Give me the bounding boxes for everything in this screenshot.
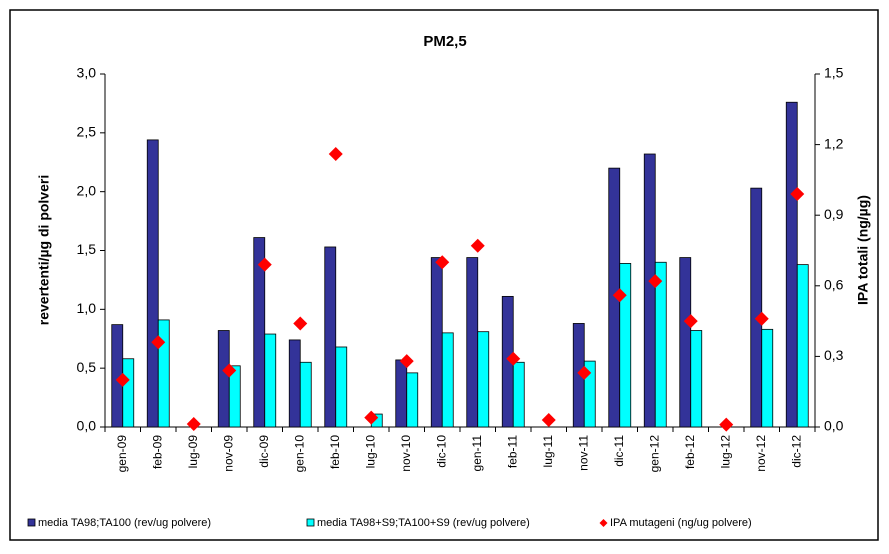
marker [364, 410, 379, 425]
x-tick-label: gen-12 [647, 435, 661, 473]
x-tick-label: dic-11 [612, 435, 626, 467]
marker [435, 255, 450, 270]
marker [506, 351, 521, 366]
bar [761, 328, 774, 428]
bar [619, 263, 632, 428]
marker [186, 416, 201, 431]
marker [115, 372, 130, 387]
x-tick-label: feb-09 [150, 435, 164, 469]
bar [441, 332, 454, 428]
bar [299, 361, 312, 428]
bar [796, 264, 809, 428]
x-tick-label: nov-11 [576, 435, 590, 471]
marker [399, 354, 414, 369]
x-tick-label: gen-11 [470, 435, 484, 472]
y2-axis-title: IPA totali (ng/µg) [855, 195, 871, 305]
x-tick-label: dic-10 [434, 435, 448, 468]
bar [122, 358, 135, 428]
marker [754, 311, 769, 326]
x-tick-label: lug-12 [718, 435, 732, 469]
x-tick-label: gen-09 [115, 435, 129, 473]
y2-tick-label: 1,5 [824, 65, 844, 81]
bar [750, 187, 763, 428]
bar [430, 257, 443, 428]
marker [719, 417, 734, 432]
y2-tick-label: 0,0 [824, 418, 844, 434]
y-tick-label: 0,0 [77, 418, 97, 434]
marker [222, 363, 237, 378]
bar [324, 246, 337, 428]
marker [577, 365, 592, 380]
x-tick-label: lug-10 [363, 435, 377, 469]
bar [654, 261, 667, 428]
marker [648, 274, 663, 289]
y2-tick-label: 1,2 [824, 135, 844, 151]
marker [257, 257, 272, 272]
marker [328, 147, 343, 162]
y-axis-title: revertenti/µg di polveri [36, 175, 52, 325]
bar [643, 153, 656, 428]
bar [690, 330, 703, 428]
bar [228, 365, 241, 428]
bar [477, 331, 490, 428]
x-tick-label: nov-12 [754, 435, 768, 472]
x-tick-label: nov-09 [221, 435, 235, 472]
bar [253, 237, 266, 428]
x-tick-label: feb-10 [328, 435, 342, 469]
x-tick-label: feb-12 [683, 435, 697, 469]
bar [335, 346, 348, 428]
legend-label: media TA98;TA100 (rev/ug polvere) [38, 517, 211, 529]
x-tick-label: lug-11 [541, 435, 555, 468]
x-tick-label: dic-09 [257, 435, 271, 468]
marker [612, 288, 627, 303]
y-tick-label: 1,5 [77, 241, 97, 257]
marker [541, 412, 556, 427]
y2-tick-label: 0,9 [824, 206, 844, 222]
y-tick-label: 2,0 [77, 182, 97, 198]
legend-label: IPA mutageni (ng/ug polvere) [610, 517, 752, 529]
marker [293, 316, 308, 331]
x-tick-label: lug-09 [186, 435, 200, 469]
marker [683, 314, 698, 329]
bar [512, 361, 525, 428]
x-tick-label: feb-11 [505, 435, 519, 468]
marker [470, 238, 485, 253]
bar [395, 359, 408, 428]
y-tick-label: 0,5 [77, 359, 97, 375]
bar [785, 101, 798, 428]
y-tick-label: 3,0 [77, 65, 97, 81]
bar [157, 319, 170, 428]
y2-tick-label: 0,3 [824, 347, 844, 363]
marker [790, 187, 805, 202]
chart-title: PM2,5 [423, 33, 466, 50]
bar [264, 333, 277, 428]
bar [288, 339, 301, 428]
marker [151, 335, 166, 350]
bar [583, 360, 596, 428]
y-tick-label: 2,5 [77, 124, 97, 140]
x-tick-label: nov-10 [399, 435, 413, 472]
bar [217, 330, 230, 428]
legend-swatch [27, 518, 36, 527]
y-tick-label: 1,0 [77, 300, 97, 316]
bar [679, 257, 692, 428]
x-tick-label: gen-10 [292, 435, 306, 473]
legend-swatch [599, 519, 608, 527]
x-tick-label: dic-12 [789, 435, 803, 468]
bar [146, 139, 159, 428]
legend-swatch [306, 518, 315, 527]
legend-label: media TA98+S9;TA100+S9 (rev/ug polvere) [317, 517, 530, 529]
bar [466, 257, 479, 428]
y2-tick-label: 0,6 [824, 277, 844, 293]
bar [406, 372, 419, 428]
